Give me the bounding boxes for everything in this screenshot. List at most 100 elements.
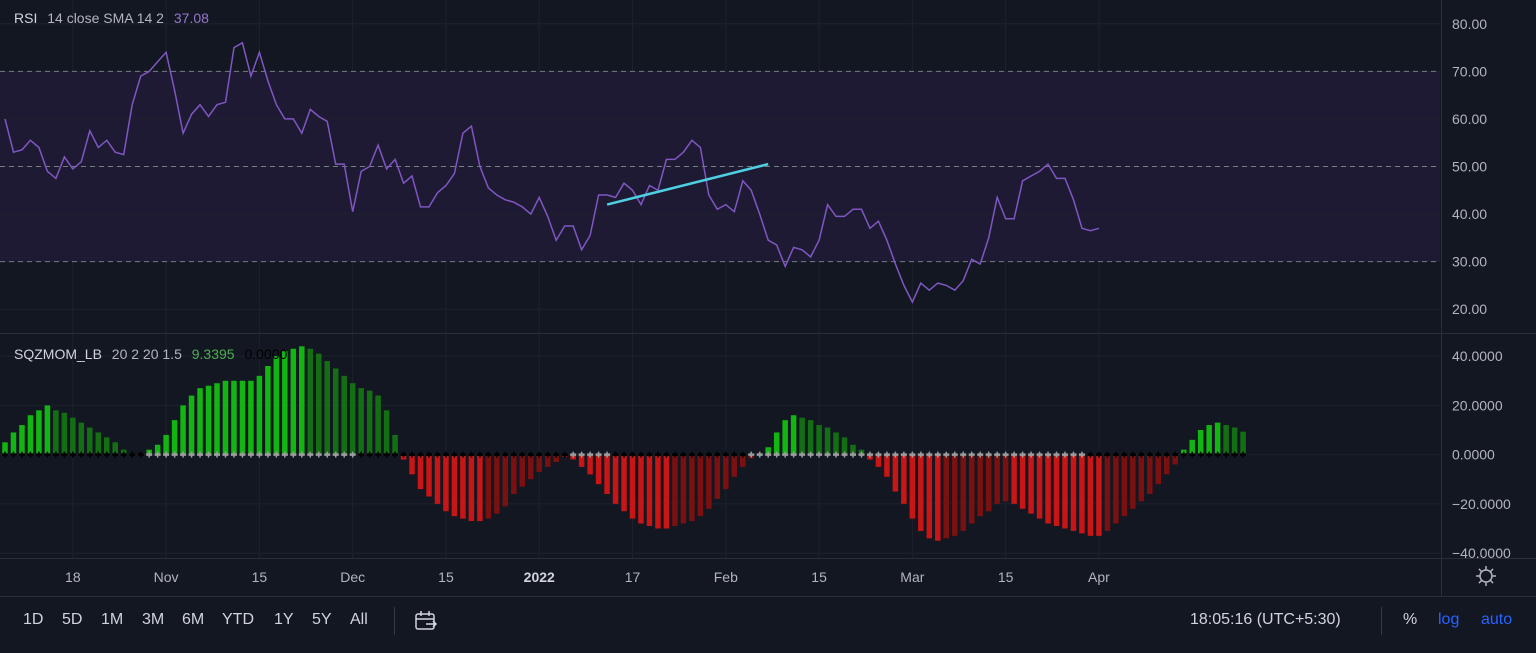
- sqz-histogram-bar: [332, 368, 339, 455]
- timeframe-3m-button[interactable]: 3M: [142, 611, 165, 628]
- sqz-histogram-bar: [434, 454, 441, 504]
- sqz-histogram-bar: [324, 361, 330, 455]
- sqz-histogram-bar: [909, 454, 916, 519]
- sqz-y-tick-label: 40.0000: [1452, 348, 1503, 364]
- sqz-y-tick-label: 20.0000: [1452, 397, 1503, 413]
- sqz-histogram-bar: [205, 385, 212, 455]
- sqz-histogram-bar: [1011, 454, 1017, 504]
- sqz-histogram-bar: [426, 454, 432, 497]
- sqz-histogram-bar: [307, 348, 314, 455]
- sqz-histogram-bar: [468, 454, 475, 522]
- x-tick-label: 15: [998, 569, 1014, 585]
- x-tick-label: 17: [625, 569, 641, 585]
- sqz-histogram-bar: [19, 425, 25, 455]
- sqz-y-tick-label: 0.0000: [1452, 447, 1495, 463]
- sqz-histogram-bar: [78, 422, 85, 455]
- auto-scale-button[interactable]: auto: [1481, 611, 1513, 628]
- sqz-histogram-bar: [239, 380, 246, 455]
- sqz-histogram-bar: [392, 434, 398, 455]
- timeframe-5y-button[interactable]: 5Y: [312, 611, 332, 628]
- sqz-histogram-bar: [816, 425, 822, 455]
- timeframe-5d-button[interactable]: 5D: [62, 611, 83, 628]
- bottom-toolbar: 1D 5D 1M 3M 6M YTD 1Y 5Y All 18:05:16 (U…: [0, 596, 1536, 647]
- sqz-histogram-bar: [443, 454, 449, 512]
- sqz-histogram-bar: [952, 454, 958, 536]
- sqz-histogram-bar: [70, 417, 76, 455]
- sqz-histogram-bar: [1172, 454, 1178, 465]
- timeframe-6m-button[interactable]: 6M: [182, 611, 205, 628]
- toolbar-divider: [394, 607, 395, 635]
- timeframe-ytd-button[interactable]: YTD: [222, 611, 254, 628]
- chart-canvas[interactable]: 80.00 70.00 60.00 50.00 40.00 30.00 20.00 40.00…: [0, 0, 1536, 596]
- sqz-histogram-bar: [163, 434, 169, 455]
- sqz-histogram-bar: [171, 420, 178, 455]
- sqz-histogram-bar: [375, 395, 381, 455]
- sqz-histogram-bar: [451, 454, 458, 517]
- sqz-histogram-bar: [621, 454, 627, 512]
- sqz-histogram-bar: [968, 454, 975, 524]
- sqz-y-tick-label: −40.0000: [1452, 545, 1511, 561]
- sqz-histogram-bar: [943, 454, 950, 539]
- sqz-histogram-bar: [680, 454, 687, 524]
- sqz-histogram-bar: [299, 346, 305, 455]
- sqz-histogram-bar: [112, 442, 118, 455]
- sqz-histogram-bar: [222, 380, 229, 455]
- x-tick-label: Nov: [154, 569, 179, 585]
- sqz-histogram-bar: [672, 454, 678, 526]
- sqz-histogram-bar: [612, 454, 619, 504]
- sqz-histogram-bar: [841, 437, 848, 455]
- sqz-histogram-bar: [918, 454, 924, 531]
- sqz-histogram-bar: [2, 442, 8, 455]
- timeframe-1y-button[interactable]: 1Y: [274, 611, 294, 628]
- sqz-histogram-bar: [901, 454, 907, 504]
- sqz-histogram-bar: [587, 454, 593, 475]
- sqz-histogram-bar: [1079, 454, 1085, 534]
- x-tick-label: 15: [252, 569, 268, 585]
- sqz-histogram-bar: [87, 427, 93, 455]
- sqz-histogram-bar: [604, 454, 610, 494]
- sqz-histogram-bar: [1036, 454, 1043, 519]
- sqz-histogram-bar: [773, 432, 780, 455]
- gear-icon[interactable]: [1476, 566, 1496, 586]
- sqz-histogram-bar: [1062, 454, 1068, 529]
- rsi-legend: RSI 14 close SMA 14 2 37.08: [14, 10, 215, 26]
- sqz-histogram-bar: [417, 454, 424, 490]
- sqz-histogram-bar: [994, 454, 1000, 504]
- sqz-histogram-bar: [833, 432, 839, 455]
- rsi-legend-name: RSI: [14, 10, 38, 26]
- calendar-range-icon[interactable]: [414, 610, 438, 637]
- timeframe-1m-button[interactable]: 1M: [101, 611, 124, 628]
- sqz-legend: SQZMOM_LB 20 2 20 1.5 9.3395 0.0000: [14, 346, 293, 362]
- sqz-y-tick-label: −20.0000: [1452, 496, 1511, 512]
- sqz-histogram-bar: [663, 454, 670, 529]
- timeframe-1d-button[interactable]: 1D: [23, 611, 44, 628]
- sqz-histogram-bar: [892, 454, 899, 492]
- sqz-histogram-bar: [1206, 425, 1212, 455]
- sqz-histogram-bar: [316, 353, 322, 455]
- sqz-histogram-bar: [926, 454, 933, 539]
- sqz-histogram-bar: [1240, 431, 1246, 455]
- clock-time[interactable]: 18:05:16 (UTC+5:30): [1190, 611, 1341, 628]
- rsi-y-tick-label: 30.00: [1452, 254, 1487, 270]
- sqz-histogram-bar: [799, 417, 805, 455]
- sqz-histogram-bar: [536, 454, 542, 472]
- x-tick-label: Feb: [714, 569, 738, 585]
- sqz-histogram-bar: [1113, 454, 1119, 524]
- sqz-histogram-bar: [1028, 454, 1034, 514]
- sqz-histogram-bar: [27, 415, 34, 455]
- rsi-y-tick-label: 20.00: [1452, 301, 1487, 317]
- rsi-legend-value: 37.08: [173, 10, 209, 26]
- timeframe-all-button[interactable]: All: [350, 611, 368, 628]
- sqz-histogram-bar: [290, 348, 297, 455]
- sqz-histogram-bar: [875, 454, 882, 467]
- rsi-y-tick-label: 80.00: [1452, 16, 1487, 32]
- sqz-histogram-bar: [1045, 454, 1051, 524]
- percent-scale-button[interactable]: %: [1403, 611, 1418, 628]
- x-tick-label: 15: [438, 569, 454, 585]
- log-scale-button[interactable]: log: [1438, 611, 1460, 628]
- sqz-histogram-bar: [265, 366, 271, 455]
- rsi-line: [4, 41, 1100, 304]
- sqz-histogram-bar: [689, 454, 695, 522]
- sqz-histogram-bar: [349, 383, 356, 455]
- sqz-histogram-bar: [1197, 430, 1204, 455]
